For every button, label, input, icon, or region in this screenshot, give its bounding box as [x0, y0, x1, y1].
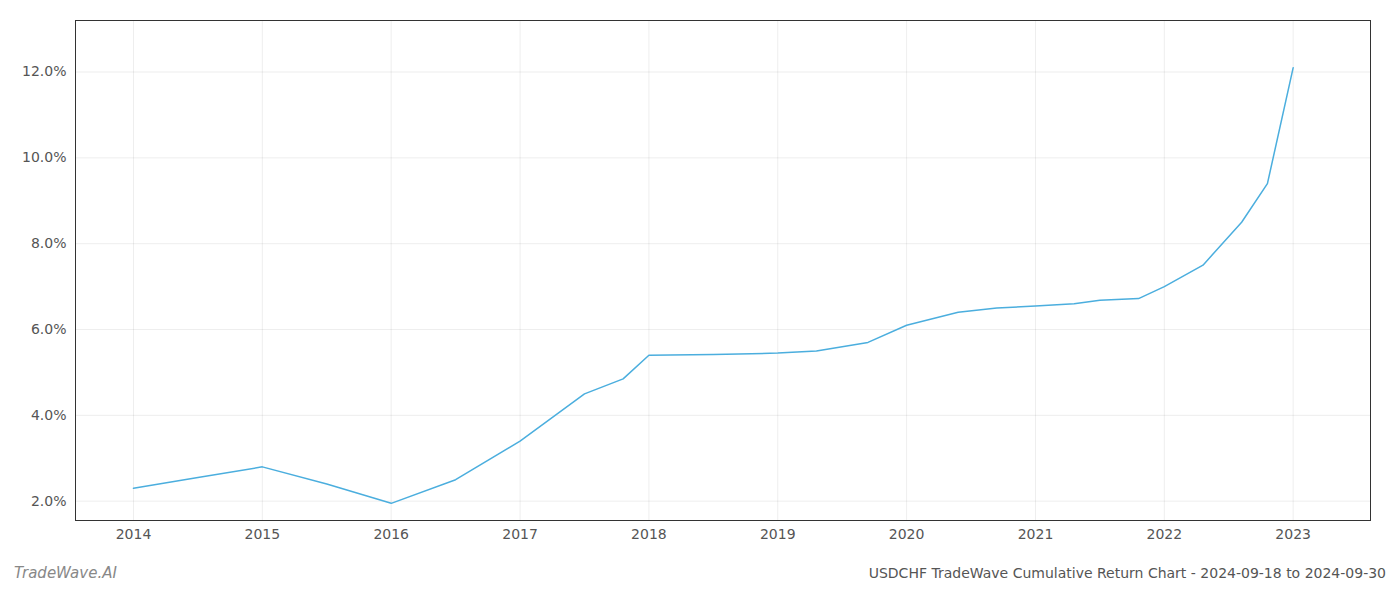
svg-text:12.0%: 12.0% — [22, 63, 66, 79]
html-text:USDCHF TradeWave Cumulative Re: USDCHF TradeWave Cumulative Return Chart… — [868, 565, 1386, 581]
svg-text:2023: 2023 — [1275, 526, 1311, 542]
svg-text:2.0%: 2.0% — [31, 493, 67, 509]
svg-text:10.0%: 10.0% — [22, 149, 66, 165]
svg-text:2022: 2022 — [1147, 526, 1183, 542]
svg-text:4.0%: 4.0% — [31, 407, 67, 423]
svg-text:2014: 2014 — [116, 526, 152, 542]
svg-text:2018: 2018 — [631, 526, 667, 542]
svg-text:2019: 2019 — [760, 526, 796, 542]
svg-text:2017: 2017 — [502, 526, 538, 542]
svg-text:6.0%: 6.0% — [31, 321, 67, 337]
svg-text:2021: 2021 — [1018, 526, 1054, 542]
svg-text:2016: 2016 — [373, 526, 409, 542]
svg-text:8.0%: 8.0% — [31, 235, 67, 251]
html-text:TradeWave.AI: TradeWave.AI — [14, 564, 117, 582]
svg-text:2015: 2015 — [245, 526, 281, 542]
svg-text:2020: 2020 — [889, 526, 925, 542]
